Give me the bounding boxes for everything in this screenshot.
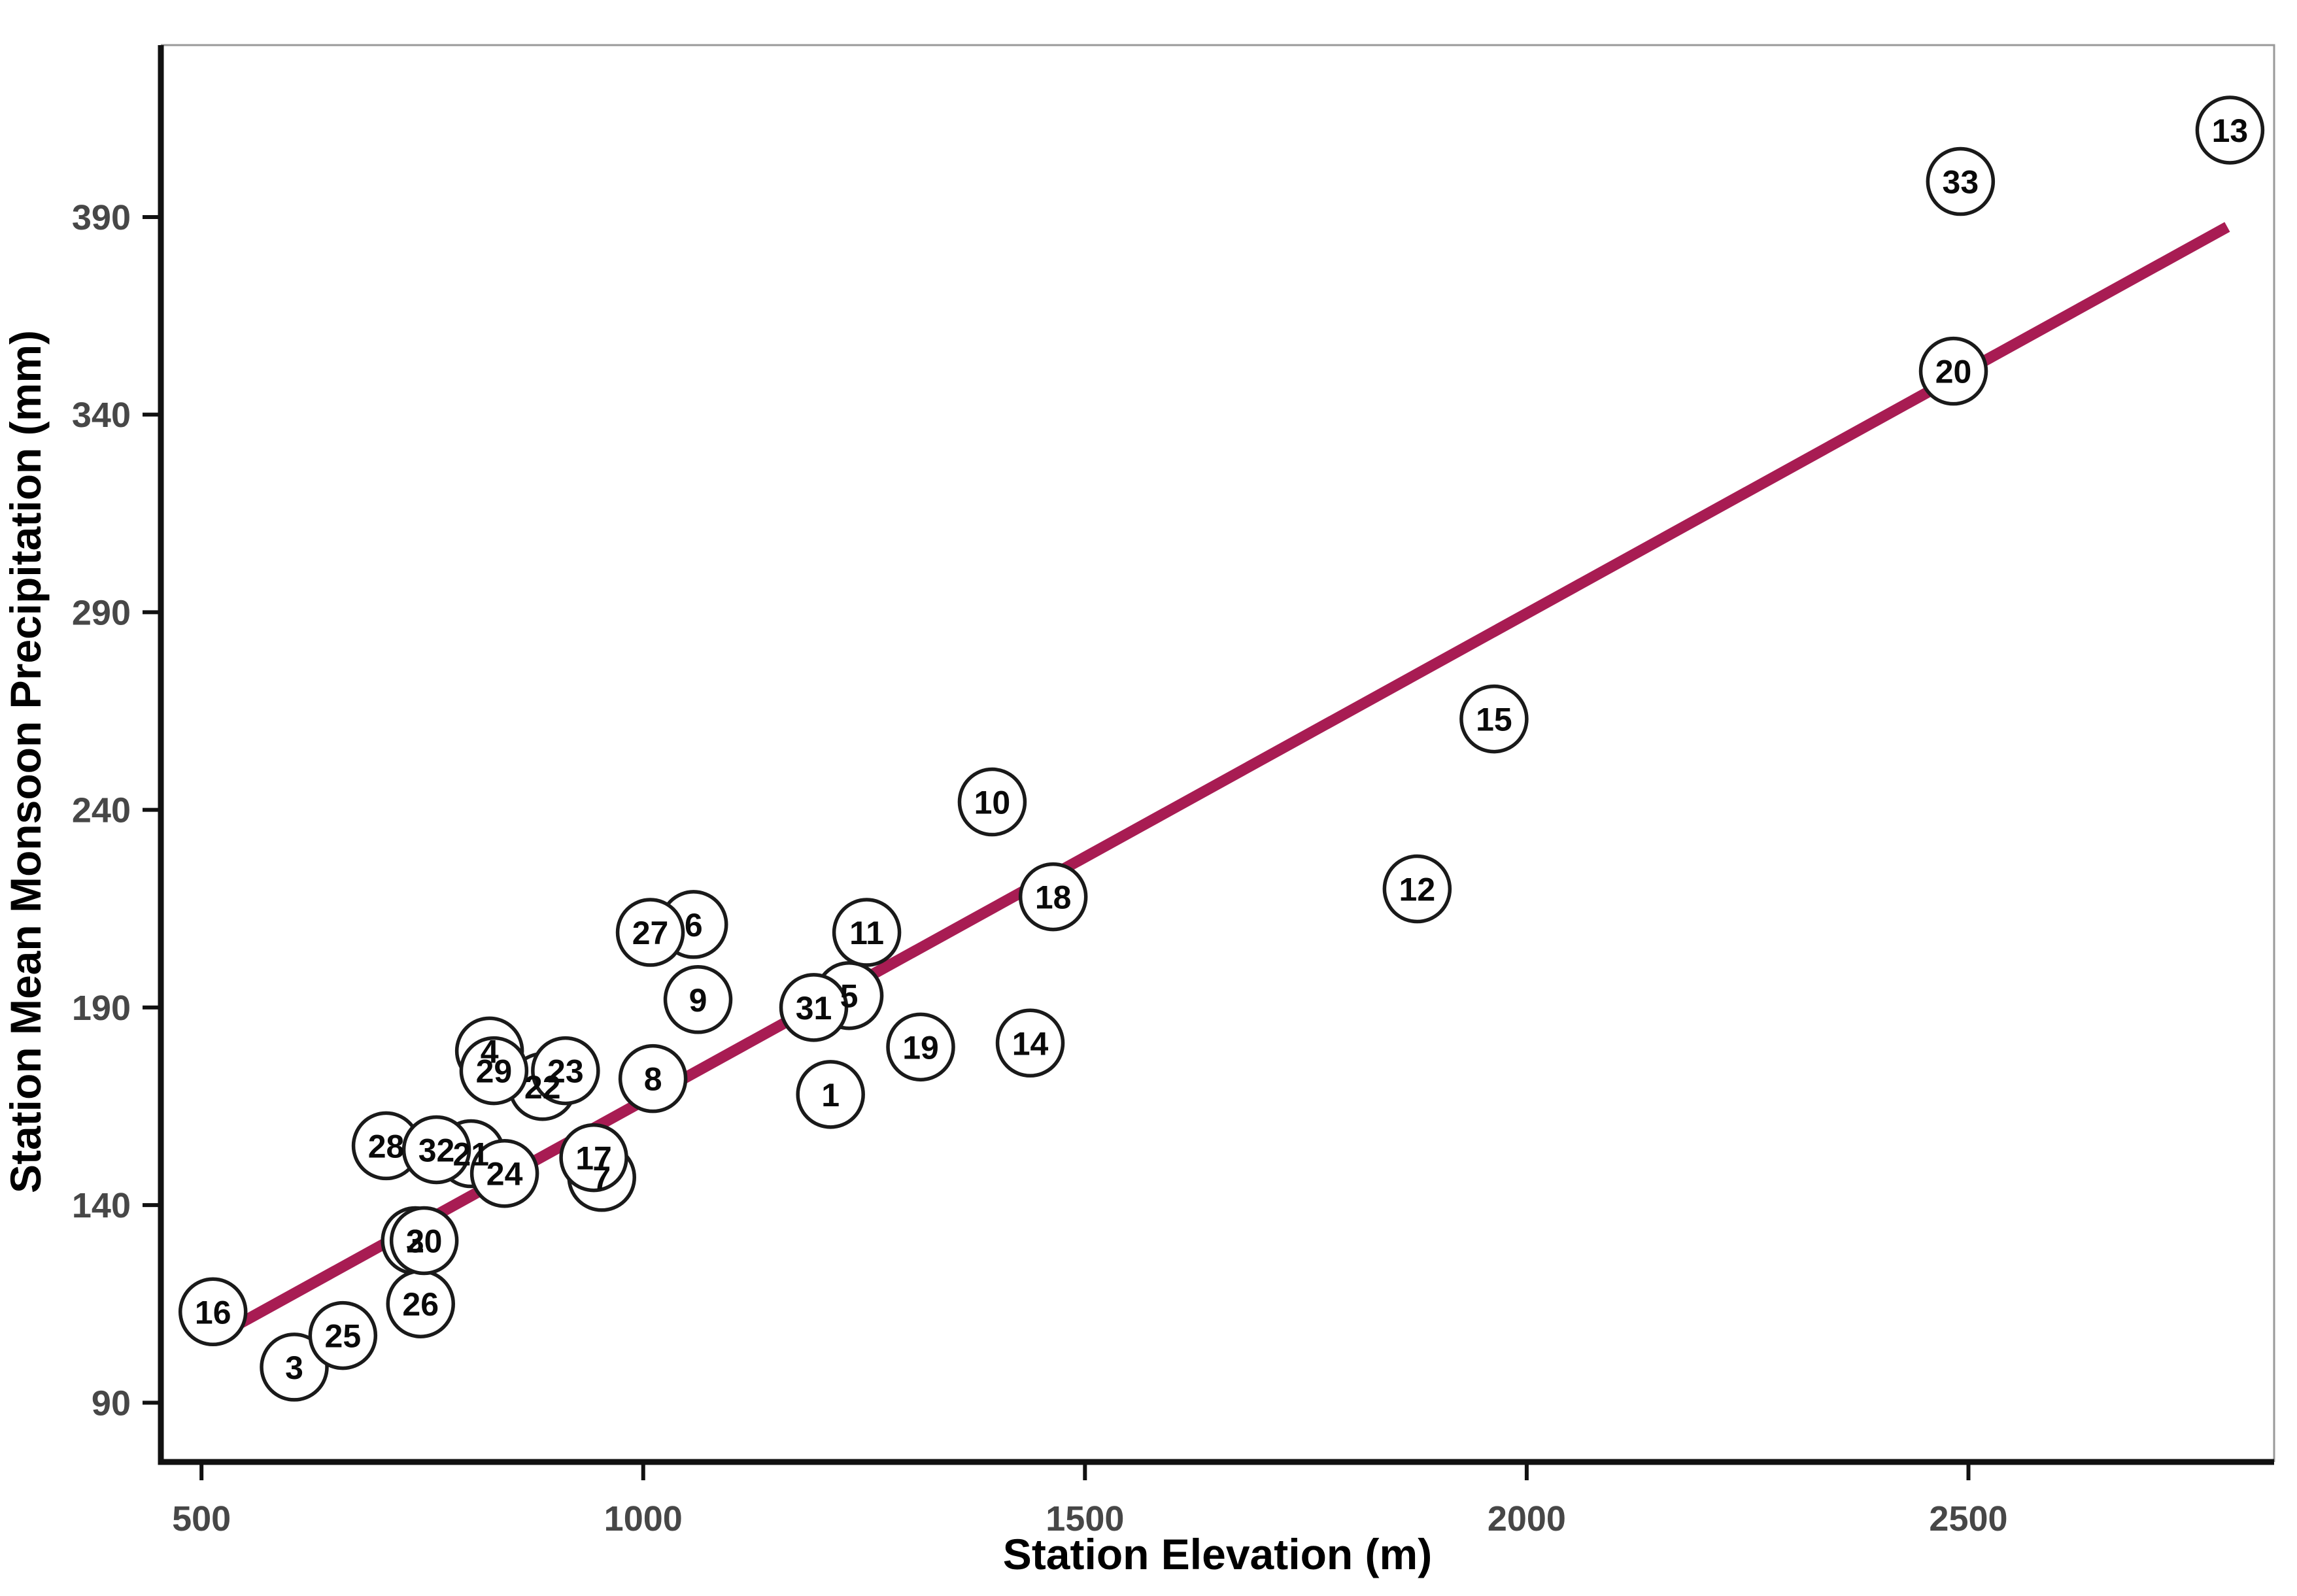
y-tick-label: 240 bbox=[72, 791, 131, 830]
data-point-30 bbox=[389, 1206, 459, 1276]
y-tick-label: 190 bbox=[72, 989, 131, 1028]
data-point-17 bbox=[559, 1123, 628, 1193]
data-point-31 bbox=[779, 973, 849, 1042]
data-point-27 bbox=[615, 898, 685, 967]
data-point-label-1: 1 bbox=[821, 1077, 840, 1113]
data-point-18 bbox=[1018, 862, 1088, 932]
data-point-12 bbox=[1382, 854, 1452, 924]
data-point-25 bbox=[308, 1300, 378, 1370]
data-point-24 bbox=[469, 1138, 539, 1208]
y-tick-label: 290 bbox=[72, 593, 131, 632]
x-tick-label: 1000 bbox=[604, 1499, 683, 1538]
data-point-label-33: 33 bbox=[1943, 164, 1979, 201]
data-point-label-17: 17 bbox=[575, 1140, 612, 1177]
data-point-11 bbox=[832, 898, 902, 967]
data-point-29 bbox=[459, 1036, 529, 1106]
data-point-label-22: 22 bbox=[524, 1069, 561, 1106]
data-point-label-2: 2 bbox=[406, 1223, 424, 1260]
data-point-label-7: 7 bbox=[592, 1160, 611, 1197]
data-point-label-12: 12 bbox=[1399, 872, 1436, 908]
data-point-16 bbox=[178, 1277, 248, 1347]
data-point-label-29: 29 bbox=[476, 1053, 513, 1090]
data-point-label-13: 13 bbox=[2212, 112, 2249, 149]
data-point-label-25: 25 bbox=[325, 1318, 362, 1355]
data-point-label-5: 5 bbox=[840, 978, 859, 1015]
data-point-14 bbox=[995, 1008, 1065, 1078]
data-point-label-15: 15 bbox=[1476, 702, 1512, 738]
data-point-33 bbox=[1926, 146, 1996, 216]
data-point-label-9: 9 bbox=[689, 982, 707, 1019]
x-tick-label: 500 bbox=[172, 1499, 231, 1538]
data-point-label-32: 32 bbox=[418, 1132, 455, 1168]
data-point-label-6: 6 bbox=[685, 907, 703, 943]
x-axis-title: Station Elevation (m) bbox=[1003, 1530, 1432, 1578]
data-point-1 bbox=[796, 1060, 865, 1129]
data-point-19 bbox=[886, 1012, 955, 1082]
data-point-label-18: 18 bbox=[1035, 879, 1072, 916]
data-point-label-20: 20 bbox=[1935, 354, 1972, 390]
data-point-20 bbox=[1918, 336, 1988, 406]
data-point-9 bbox=[663, 965, 733, 1034]
data-point-label-28: 28 bbox=[368, 1128, 405, 1164]
data-point-label-3: 3 bbox=[285, 1350, 303, 1386]
data-point-label-10: 10 bbox=[974, 785, 1011, 821]
y-axis-title: Station Mean Monsoon Precipitation (mm) bbox=[1, 330, 50, 1193]
data-point-label-8: 8 bbox=[644, 1061, 662, 1098]
data-point-10 bbox=[957, 767, 1027, 837]
data-point-label-19: 19 bbox=[902, 1029, 939, 1066]
data-point-label-30: 30 bbox=[406, 1223, 443, 1260]
data-point-label-23: 23 bbox=[547, 1053, 584, 1090]
y-tick-label: 90 bbox=[92, 1384, 131, 1423]
data-point-8 bbox=[618, 1044, 688, 1113]
data-point-label-21: 21 bbox=[452, 1136, 489, 1173]
data-point-32 bbox=[401, 1115, 471, 1185]
data-point-label-31: 31 bbox=[796, 990, 832, 1027]
y-tick-label: 140 bbox=[72, 1186, 131, 1225]
data-point-label-14: 14 bbox=[1012, 1025, 1049, 1062]
x-tick-label: 2500 bbox=[1929, 1499, 2007, 1538]
data-point-label-16: 16 bbox=[195, 1294, 231, 1331]
x-tick-label: 2000 bbox=[1488, 1499, 1566, 1538]
data-point-23 bbox=[531, 1036, 600, 1106]
data-point-label-26: 26 bbox=[402, 1286, 439, 1323]
x-tick-label: 1500 bbox=[1046, 1499, 1124, 1538]
data-point-label-11: 11 bbox=[849, 915, 884, 951]
data-point-13 bbox=[2195, 95, 2265, 165]
data-point-15 bbox=[1459, 684, 1529, 754]
data-point-3 bbox=[260, 1333, 329, 1402]
y-tick-label: 340 bbox=[72, 396, 131, 435]
data-point-label-27: 27 bbox=[632, 915, 669, 951]
panel-border bbox=[161, 44, 2275, 1462]
data-point-label-24: 24 bbox=[486, 1156, 523, 1193]
data-point-label-4: 4 bbox=[481, 1033, 499, 1070]
y-tick-label: 390 bbox=[72, 198, 131, 237]
